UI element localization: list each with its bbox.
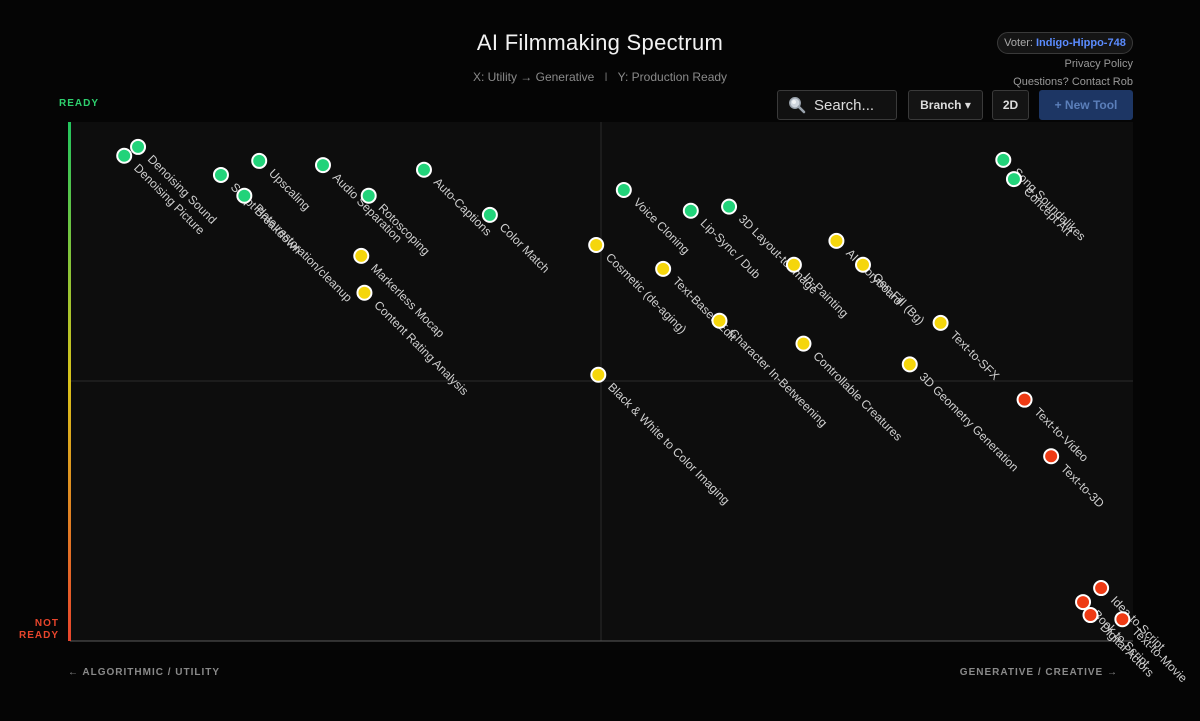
voter-badge: Voter: Indigo-Hippo-748: [997, 32, 1133, 54]
tool-point[interactable]: [353, 247, 370, 264]
subtitle-separator: I: [604, 70, 608, 84]
y-axis-gradient-bar: [68, 122, 71, 641]
tool-point[interactable]: [1093, 580, 1110, 597]
privacy-policy-link[interactable]: Privacy Policy: [1064, 58, 1133, 70]
tool-point[interactable]: [251, 152, 268, 169]
tool-point[interactable]: [995, 151, 1012, 168]
tool-point[interactable]: [212, 166, 229, 183]
subtitle-x-axis: X: Utility → Generative: [472, 70, 595, 84]
tool-point[interactable]: [901, 356, 918, 373]
page-subtitle: X: Utility → Generative I Y: Production Re…: [0, 70, 1200, 84]
x-axis-right-label: GENERATIVE / CREATIVE →: [959, 667, 1118, 678]
tool-point[interactable]: [785, 256, 802, 273]
tool-point[interactable]: [116, 147, 133, 164]
new-tool-button[interactable]: + New Tool: [1039, 90, 1133, 120]
tool-point[interactable]: [1075, 594, 1092, 611]
search-box[interactable]: [777, 90, 897, 120]
tool-point[interactable]: [356, 284, 373, 301]
tool-point[interactable]: [682, 202, 699, 219]
tool-point[interactable]: [360, 187, 377, 204]
tool-point[interactable]: [590, 366, 607, 383]
tool-point[interactable]: [655, 260, 672, 277]
contact-link[interactable]: Questions? Contact Rob: [1013, 76, 1133, 88]
not-ready-line-2: READY: [18, 630, 59, 641]
tool-point[interactable]: [130, 138, 147, 155]
tool-point[interactable]: [1005, 171, 1022, 188]
tool-point[interactable]: [415, 161, 432, 178]
tool-point[interactable]: [932, 314, 949, 331]
tool-point[interactable]: [721, 198, 738, 215]
tool-point[interactable]: [615, 181, 632, 198]
tool-point[interactable]: [795, 335, 812, 352]
tool-point[interactable]: [314, 157, 331, 174]
view-mode-2d-button[interactable]: 2D: [992, 90, 1029, 120]
tool-point[interactable]: [1082, 607, 1099, 624]
tool-point[interactable]: [1043, 448, 1060, 465]
tool-point[interactable]: [1016, 391, 1033, 408]
tool-point[interactable]: [711, 312, 728, 329]
voter-name: Indigo-Hippo-748: [1035, 37, 1126, 49]
not-ready-line-1: NOT: [34, 618, 59, 629]
x-axis-left-label: ← ALGORITHMIC / UTILITY: [68, 667, 221, 678]
tool-point[interactable]: [236, 187, 253, 204]
y-axis-not-ready-label: NOT READY: [18, 618, 59, 642]
tool-point[interactable]: [588, 237, 605, 254]
tool-point[interactable]: [854, 256, 871, 273]
tool-point[interactable]: [828, 232, 845, 249]
search-input[interactable]: [814, 96, 894, 114]
subtitle-y-axis: Y: Production Ready: [617, 70, 728, 84]
tool-point[interactable]: [1114, 611, 1131, 628]
y-axis-ready-label: READY: [59, 98, 100, 109]
branch-dropdown-button[interactable]: Branch ▾: [908, 90, 983, 120]
page-title: AI Filmmaking Spectrum: [476, 30, 724, 55]
tool-point[interactable]: [481, 206, 498, 223]
search-icon: [788, 96, 806, 114]
voter-prefix: Voter:: [1004, 37, 1033, 49]
